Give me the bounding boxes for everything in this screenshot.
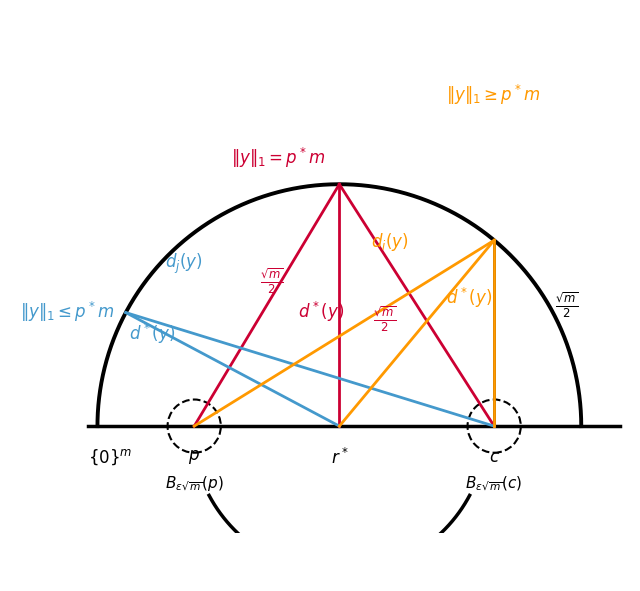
Text: $d^*(y)$: $d^*(y)$ — [129, 322, 175, 346]
Text: $\|y\|_1 \geq p^*m$: $\|y\|_1 \geq p^*m$ — [446, 83, 540, 107]
Text: $\frac{\sqrt{m}}{2}$: $\frac{\sqrt{m}}{2}$ — [374, 305, 397, 335]
Text: $B_{\epsilon\sqrt{m}}(c)$: $B_{\epsilon\sqrt{m}}(c)$ — [465, 475, 523, 493]
Text: $d^*(y)$: $d^*(y)$ — [298, 300, 344, 324]
Text: $\{0\}^m$: $\{0\}^m$ — [88, 448, 132, 467]
Text: $\frac{\sqrt{m}}{2}$: $\frac{\sqrt{m}}{2}$ — [555, 290, 579, 320]
Text: $r^*$: $r^*$ — [331, 448, 348, 468]
Text: $\|y\|_1 \leq p^*m$: $\|y\|_1 \leq p^*m$ — [20, 300, 115, 324]
Text: $\frac{\sqrt{m}}{2}$: $\frac{\sqrt{m}}{2}$ — [260, 266, 284, 296]
Text: $d_i(y)$: $d_i(y)$ — [371, 231, 408, 254]
Text: $d^*(y)$: $d^*(y)$ — [446, 286, 492, 310]
Text: $\|y\|_1 = p^*m$: $\|y\|_1 = p^*m$ — [230, 145, 325, 170]
Text: $c$: $c$ — [489, 448, 500, 466]
Text: $d_j(y)$: $d_j(y)$ — [165, 252, 203, 276]
Text: $B_{\epsilon\sqrt{m}}(p)$: $B_{\epsilon\sqrt{m}}(p)$ — [165, 475, 223, 493]
Text: $p$: $p$ — [188, 448, 200, 466]
